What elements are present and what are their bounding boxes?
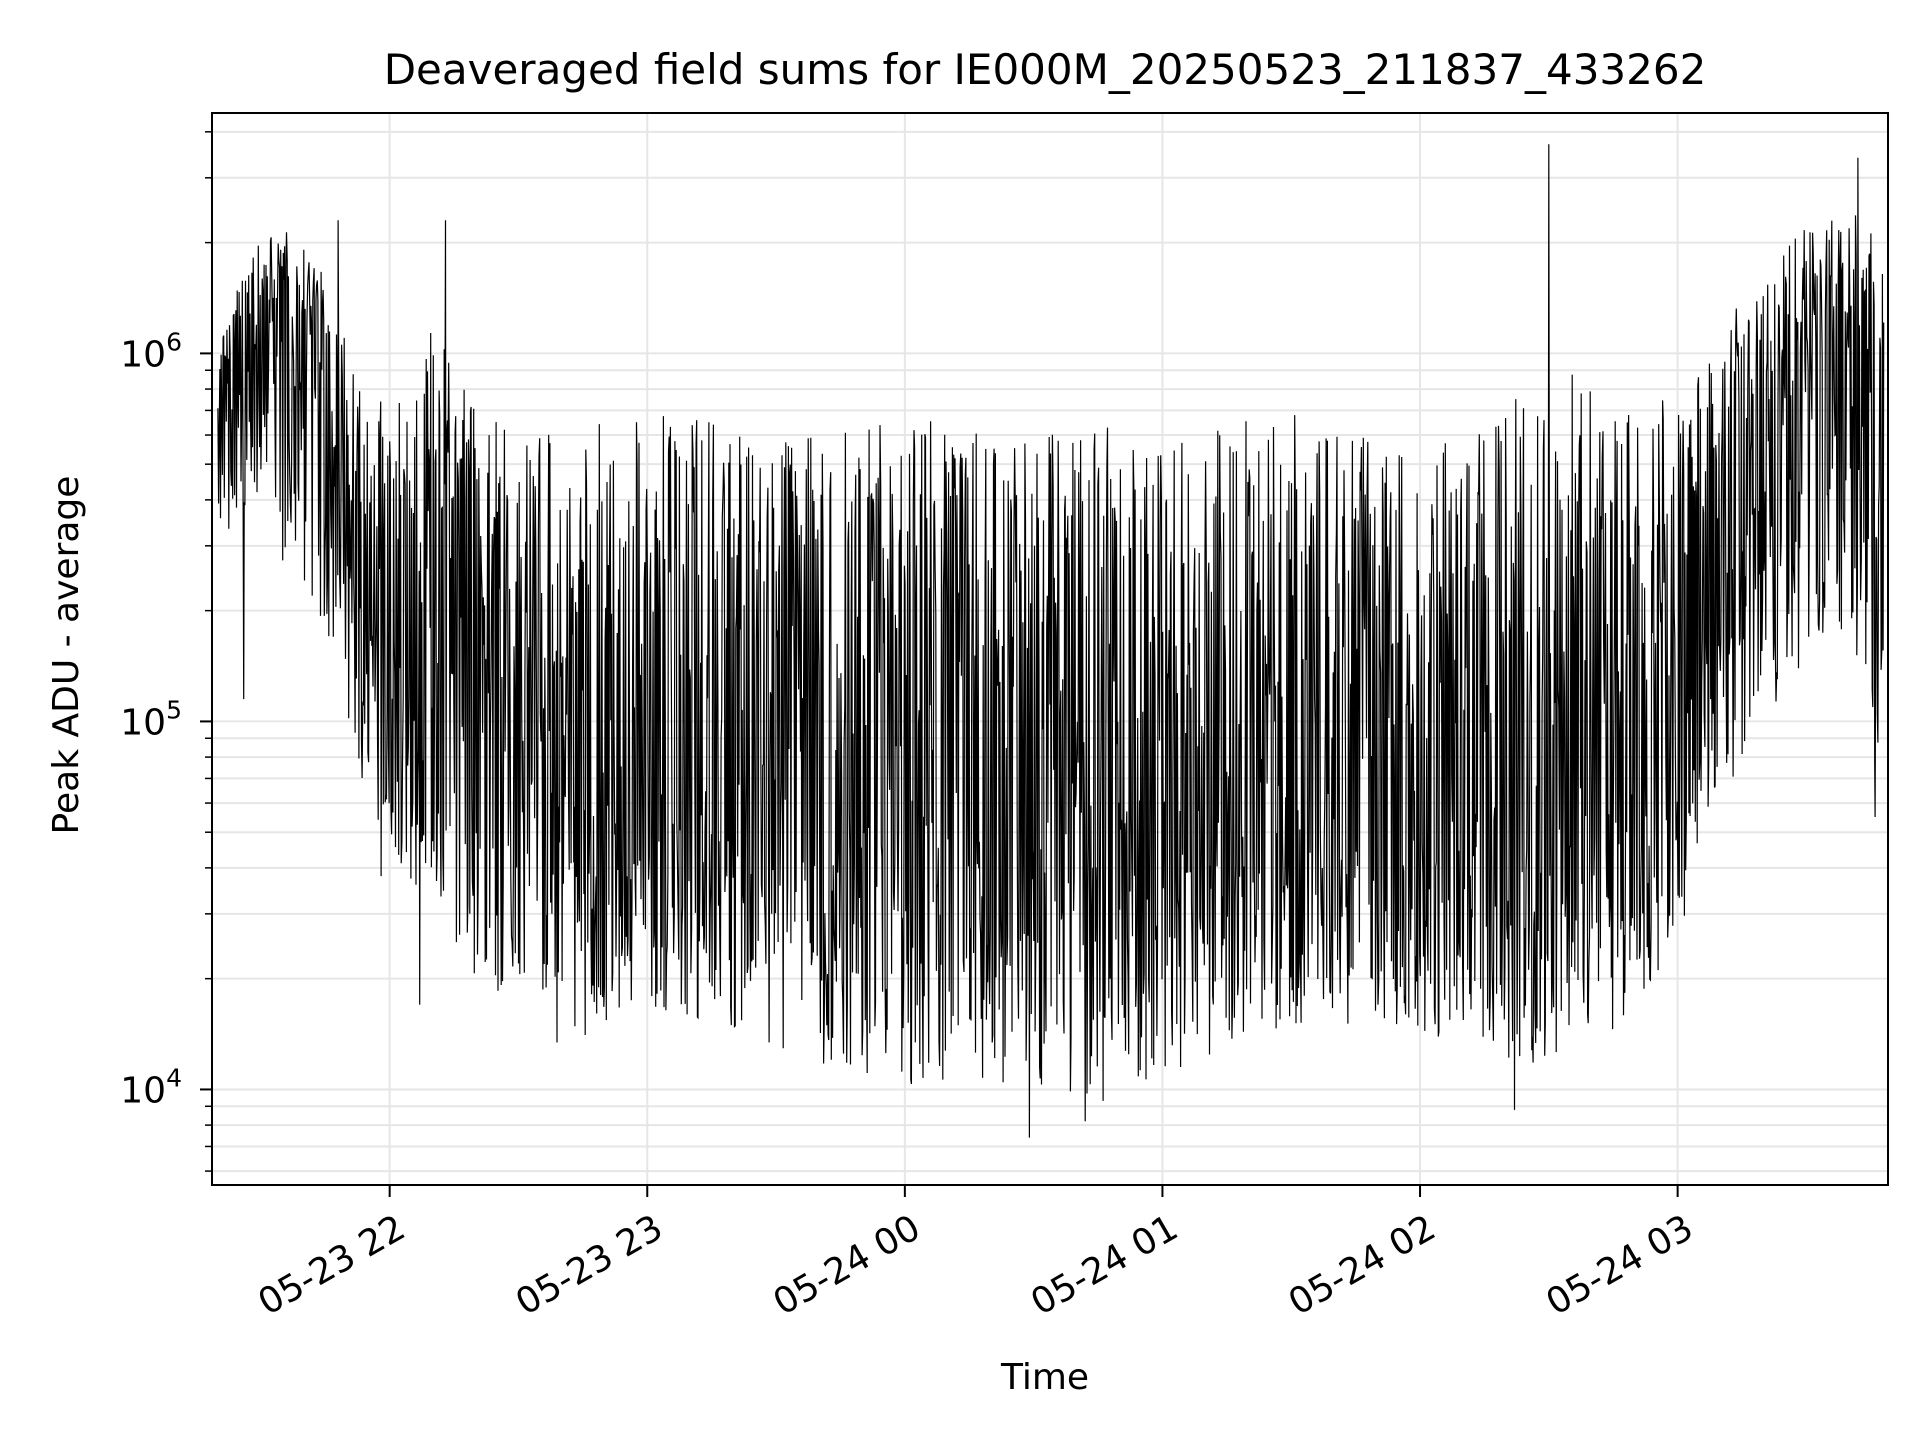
- chart-title: Deaveraged field sums for IE000M_2025052…: [384, 45, 1707, 94]
- plot-frame: [211, 112, 1889, 1186]
- y-tick-label: 104: [120, 1063, 182, 1111]
- y-axis-ticks: 104 105 106: [120, 131, 212, 1172]
- y-axis-label: Peak ADU - average: [46, 476, 87, 835]
- series-path: [217, 144, 1885, 1138]
- y-tick-label: 105: [120, 695, 182, 743]
- series-line: [217, 144, 1885, 1138]
- y-tick-label: 106: [120, 327, 182, 375]
- x-axis-label: Time: [1000, 1357, 1089, 1398]
